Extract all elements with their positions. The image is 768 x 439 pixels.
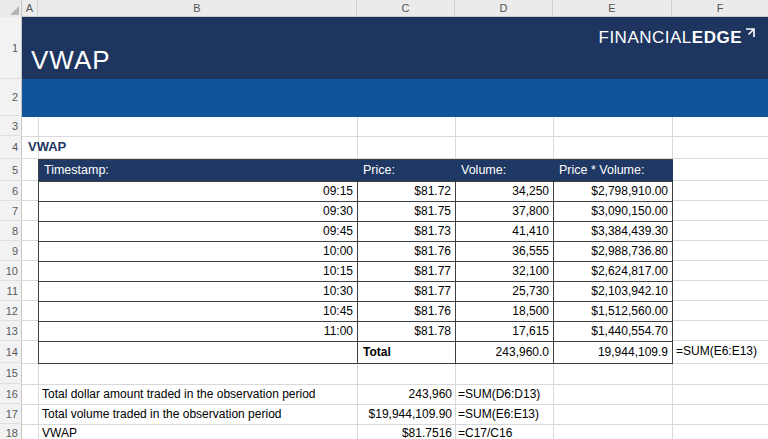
- summary-value-vwap[interactable]: $81.7516: [357, 426, 452, 439]
- row-header-14[interactable]: 14: [0, 341, 22, 363]
- cell-timestamp[interactable]: 11:00: [39, 322, 358, 342]
- column-header-d[interactable]: D: [455, 0, 553, 17]
- cell-price-volume[interactable]: $2,798,910.00: [554, 182, 673, 202]
- cell-price-volume[interactable]: $3,090,150.00: [554, 202, 673, 222]
- table-row: 11:00 $81.78 17,615 $1,440,554.70: [39, 322, 673, 342]
- row-header-9[interactable]: 9: [0, 241, 22, 261]
- cell-price[interactable]: $81.72: [358, 182, 456, 202]
- cell-price[interactable]: $81.77: [358, 262, 456, 282]
- column-header-c[interactable]: C: [357, 0, 455, 17]
- cell-volume[interactable]: 17,615: [456, 322, 554, 342]
- summary-value-dollar[interactable]: 243,960: [357, 387, 452, 401]
- cell-volume[interactable]: 18,500: [456, 302, 554, 322]
- title-banner[interactable]: VWAP FINANCIALEDGE: [22, 17, 768, 79]
- row-header-15[interactable]: 15: [0, 363, 22, 384]
- cell-timestamp[interactable]: 09:45: [39, 222, 358, 242]
- row-header-2[interactable]: 2: [0, 79, 22, 116]
- select-all-corner[interactable]: [0, 0, 22, 17]
- header-price[interactable]: Price:: [358, 160, 456, 182]
- cell-volume[interactable]: 41,410: [456, 222, 554, 242]
- cell-timestamp[interactable]: 09:30: [39, 202, 358, 222]
- cell-volume[interactable]: 36,555: [456, 242, 554, 262]
- summary-formula-vwap[interactable]: =C17/C16: [458, 426, 512, 439]
- summary-label-dollar[interactable]: Total dollar amount traded in the observ…: [42, 387, 354, 401]
- row-header-1[interactable]: 1: [0, 17, 22, 79]
- cell-price-volume[interactable]: $2,103,942.10: [554, 282, 673, 302]
- cell-volume[interactable]: 32,100: [456, 262, 554, 282]
- section-title-cell[interactable]: VWAP: [28, 139, 66, 154]
- logo-text-light: FINANCIAL: [599, 28, 692, 48]
- cell-price[interactable]: $81.78: [358, 322, 456, 342]
- row-header-10[interactable]: 10: [0, 261, 22, 281]
- table-row: 10:45 $81.76 18,500 $1,512,560.00: [39, 302, 673, 322]
- summary-formula-dollar[interactable]: =SUM(D6:D13): [458, 387, 540, 401]
- accent-band[interactable]: [22, 79, 768, 117]
- column-header-e[interactable]: E: [553, 0, 672, 17]
- header-timestamp[interactable]: Timestamp:: [39, 160, 358, 182]
- row-number-strip: 1 2 3 4 5 6 7 8 9 10 11 12 13 14 15 16 1…: [0, 17, 22, 439]
- total-empty-cell[interactable]: [39, 342, 358, 364]
- row-header-6[interactable]: 6: [0, 181, 22, 201]
- table-row: 10:00 $81.76 36,555 $2,988,736.80: [39, 242, 673, 262]
- column-header-strip: A B C D E F: [0, 0, 768, 17]
- cell-timestamp[interactable]: 10:45: [39, 302, 358, 322]
- cell-price[interactable]: $81.76: [358, 242, 456, 262]
- row-header-3[interactable]: 3: [0, 116, 22, 136]
- cell-price[interactable]: $81.73: [358, 222, 456, 242]
- table-header-row: Timestamp: Price: Volume: Price * Volume…: [39, 160, 673, 182]
- cell-price[interactable]: $81.75: [358, 202, 456, 222]
- table-row: 09:30 $81.75 37,800 $3,090,150.00: [39, 202, 673, 222]
- row-header-4[interactable]: 4: [0, 136, 22, 159]
- cell-price-volume[interactable]: $1,440,554.70: [554, 322, 673, 342]
- logo-text-bold: EDGE: [692, 28, 742, 48]
- total-price-volume-cell[interactable]: 19,944,109.9: [554, 342, 673, 364]
- row-header-16[interactable]: 16: [0, 384, 22, 404]
- cell-timestamp[interactable]: 09:15: [39, 182, 358, 202]
- financial-edge-logo: FINANCIALEDGE: [599, 28, 756, 48]
- row-header-8[interactable]: 8: [0, 221, 22, 241]
- row-header-11[interactable]: 11: [0, 281, 22, 301]
- row-header-18[interactable]: 18: [0, 424, 22, 439]
- header-price-volume[interactable]: Price * Volume:: [554, 160, 673, 182]
- cell-price-volume[interactable]: $2,624,817.00: [554, 262, 673, 282]
- summary-label-vwap[interactable]: VWAP: [42, 426, 354, 439]
- cell-price-volume[interactable]: $1,512,560.00: [554, 302, 673, 322]
- total-formula-cell[interactable]: =SUM(E6:E13): [676, 344, 757, 358]
- table-row: 09:15 $81.72 34,250 $2,798,910.00: [39, 182, 673, 202]
- vwap-table: Timestamp: Price: Volume: Price * Volume…: [38, 159, 673, 364]
- table-row: 10:30 $81.77 25,730 $2,103,942.10: [39, 282, 673, 302]
- header-volume[interactable]: Volume:: [456, 160, 554, 182]
- cell-timestamp[interactable]: 10:00: [39, 242, 358, 262]
- row-header-13[interactable]: 13: [0, 321, 22, 341]
- cell-price-volume[interactable]: $3,384,439.30: [554, 222, 673, 242]
- row-header-7[interactable]: 7: [0, 201, 22, 221]
- cell-price[interactable]: $81.77: [358, 282, 456, 302]
- summary-formula-volume[interactable]: =SUM(E6:E13): [458, 407, 539, 421]
- cell-volume[interactable]: 25,730: [456, 282, 554, 302]
- cell-price[interactable]: $81.76: [358, 302, 456, 322]
- table-total-row: Total 243,960.0 19,944,109.9: [39, 342, 673, 364]
- total-volume-cell[interactable]: 243,960.0: [456, 342, 554, 364]
- cell-timestamp[interactable]: 10:30: [39, 282, 358, 302]
- table-row: 10:15 $81.77 32,100 $2,624,817.00: [39, 262, 673, 282]
- cell-volume[interactable]: 34,250: [456, 182, 554, 202]
- logo-corner-arrow-icon: [743, 26, 756, 39]
- row-header-17[interactable]: 17: [0, 404, 22, 424]
- column-header-b[interactable]: B: [38, 0, 357, 17]
- page-title: VWAP: [31, 45, 111, 76]
- spreadsheet: A B C D E F 1 2 3 4 5 6 7 8 9 10 11 12 1…: [0, 0, 768, 439]
- cell-volume[interactable]: 37,800: [456, 202, 554, 222]
- summary-label-volume[interactable]: Total volume traded in the observation p…: [42, 407, 354, 421]
- table-row: 09:45 $81.73 41,410 $3,384,439.30: [39, 222, 673, 242]
- column-header-a[interactable]: A: [22, 0, 38, 17]
- row-header-5[interactable]: 5: [0, 159, 22, 181]
- cell-timestamp[interactable]: 10:15: [39, 262, 358, 282]
- column-header-f[interactable]: F: [672, 0, 768, 17]
- total-label-cell[interactable]: Total: [358, 342, 456, 364]
- summary-value-volume[interactable]: $19,944,109.90: [357, 407, 452, 421]
- cell-price-volume[interactable]: $2,988,736.80: [554, 242, 673, 262]
- row-header-12[interactable]: 12: [0, 301, 22, 321]
